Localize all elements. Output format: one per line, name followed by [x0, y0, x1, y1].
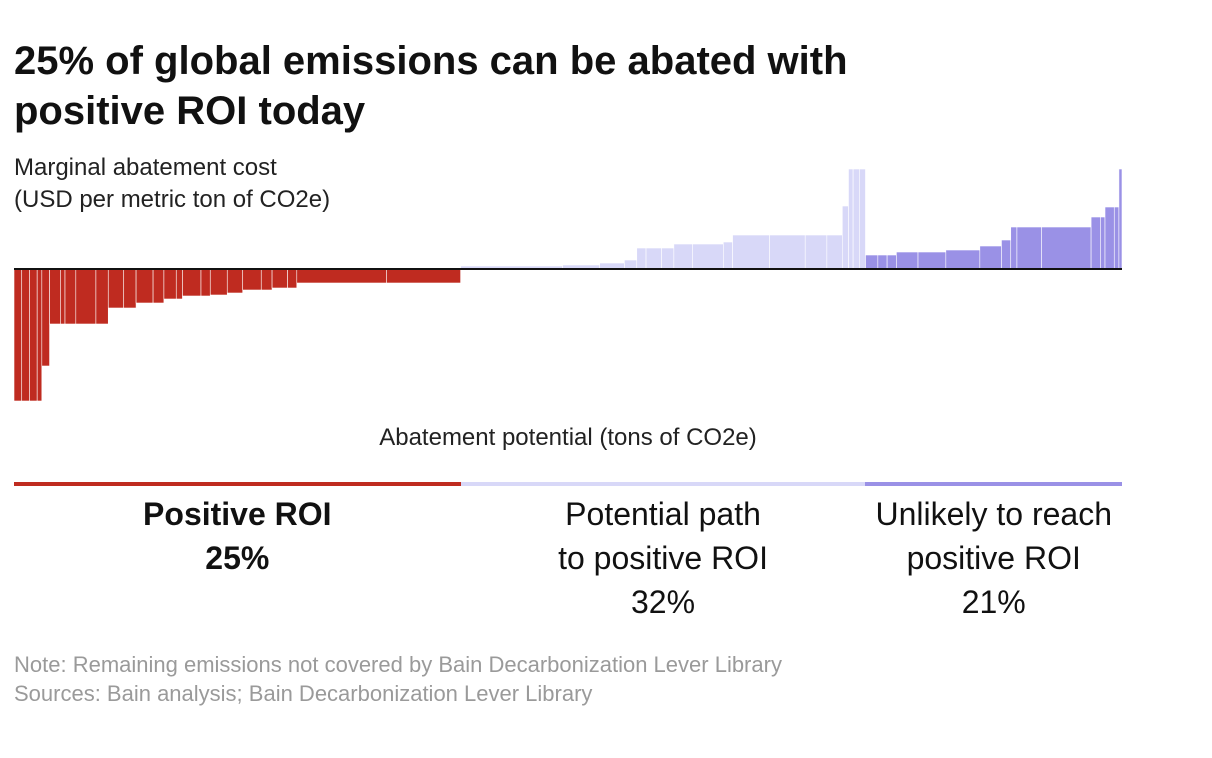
- y-axis-label-line-1: Marginal abatement cost: [14, 154, 277, 181]
- bar-2-10: [1041, 226, 1092, 270]
- bar-2-9: [1016, 226, 1042, 270]
- bar-0-12: [135, 268, 154, 304]
- bar-0-23: [287, 268, 298, 289]
- segment-label-unlikely: Unlikely to reach positive ROI 21%: [865, 492, 1122, 624]
- bar-0-20: [242, 268, 262, 291]
- bar-2-12: [1100, 216, 1106, 270]
- bar-0-21: [260, 268, 273, 291]
- segment-label-line: Positive ROI: [143, 496, 332, 532]
- bar-2-3: [896, 251, 919, 270]
- bar-group: [13, 168, 1123, 402]
- bar-0-10: [107, 268, 125, 309]
- bar-0-3: [36, 268, 43, 402]
- segment-label-line: Potential path: [565, 496, 761, 532]
- segment-label-positive-roi: Positive ROI 25%: [14, 492, 461, 580]
- segment-rule-potential-path: [460, 482, 866, 486]
- bar-0-25: [386, 268, 461, 284]
- bar-1-8: [692, 243, 724, 270]
- bar-0-22: [271, 268, 288, 289]
- segment-share: 25%: [205, 540, 270, 576]
- segment-label-line: positive ROI: [906, 540, 1081, 576]
- bar-0-4: [41, 268, 50, 367]
- bar-0-9: [95, 268, 109, 325]
- bar-2-5: [945, 249, 981, 270]
- y-axis-label: Marginal abatement cost (USD per metric …: [14, 152, 330, 216]
- bar-2-4: [917, 251, 947, 270]
- bar-0-0: [13, 268, 23, 402]
- segment-share: 32%: [631, 584, 696, 620]
- bar-0-6: [60, 268, 66, 325]
- bar-1-12: [804, 234, 828, 270]
- bar-2-2: [886, 254, 897, 270]
- bar-2-13: [1104, 206, 1115, 270]
- chart-title: 25% of global emissions can be abated wi…: [14, 39, 848, 133]
- bar-0-19: [226, 268, 244, 294]
- bar-0-11: [123, 268, 137, 309]
- bar-0-7: [64, 268, 77, 325]
- bar-2-8: [1010, 226, 1018, 270]
- bar-1-9: [723, 241, 733, 270]
- bar-2-14: [1113, 206, 1120, 270]
- bar-0-14: [163, 268, 177, 300]
- y-axis-label-line-2: (USD per metric ton of CO2e): [14, 186, 331, 213]
- segment-rule-unlikely: [865, 482, 1122, 486]
- bar-0-17: [200, 268, 211, 297]
- bar-2-7: [1001, 239, 1012, 270]
- segment-label-line: Unlikely to reach: [875, 496, 1112, 532]
- bar-1-7: [673, 243, 693, 270]
- abatement-cost-curve: [13, 168, 1123, 402]
- segment-label-potential-path: Potential path to positive ROI 32%: [461, 492, 866, 624]
- segment-rule-positive-roi: [14, 482, 461, 486]
- bar-1-14: [841, 205, 849, 270]
- bar-0-5: [49, 268, 61, 325]
- bar-0-15: [175, 268, 183, 300]
- bar-0-8: [75, 268, 97, 325]
- bar-1-4: [636, 247, 647, 270]
- bar-2-1: [877, 254, 888, 270]
- bar-1-17: [858, 168, 866, 270]
- bar-2-11: [1090, 216, 1101, 270]
- bar-1-15: [848, 168, 854, 270]
- bar-1-5: [645, 247, 662, 270]
- footnotes: Note: Remaining emissions not covered by…: [14, 650, 782, 708]
- bar-0-13: [152, 268, 165, 304]
- bar-0-1: [21, 268, 30, 402]
- bar-1-13: [826, 234, 843, 270]
- bar-0-2: [29, 268, 38, 402]
- bar-1-6: [661, 247, 675, 270]
- bar-1-16: [852, 168, 860, 270]
- bar-1-11: [769, 234, 806, 270]
- bar-2-15: [1118, 168, 1123, 270]
- segment-share: 21%: [961, 584, 1026, 620]
- x-axis-label: Abatement potential (tons of CO2e): [379, 424, 757, 451]
- bar-0-16: [182, 268, 202, 297]
- segment-label-line: to positive ROI: [558, 540, 768, 576]
- note-text: Note: Remaining emissions not covered by…: [14, 652, 782, 677]
- bar-0-18: [209, 268, 228, 296]
- bar-2-6: [979, 245, 1002, 270]
- sources-text: Sources: Bain analysis; Bain Decarboniza…: [14, 681, 593, 706]
- bar-1-10: [732, 234, 770, 270]
- bar-2-0: [865, 254, 879, 270]
- bar-1-3: [624, 259, 638, 270]
- bar-0-24: [296, 268, 387, 284]
